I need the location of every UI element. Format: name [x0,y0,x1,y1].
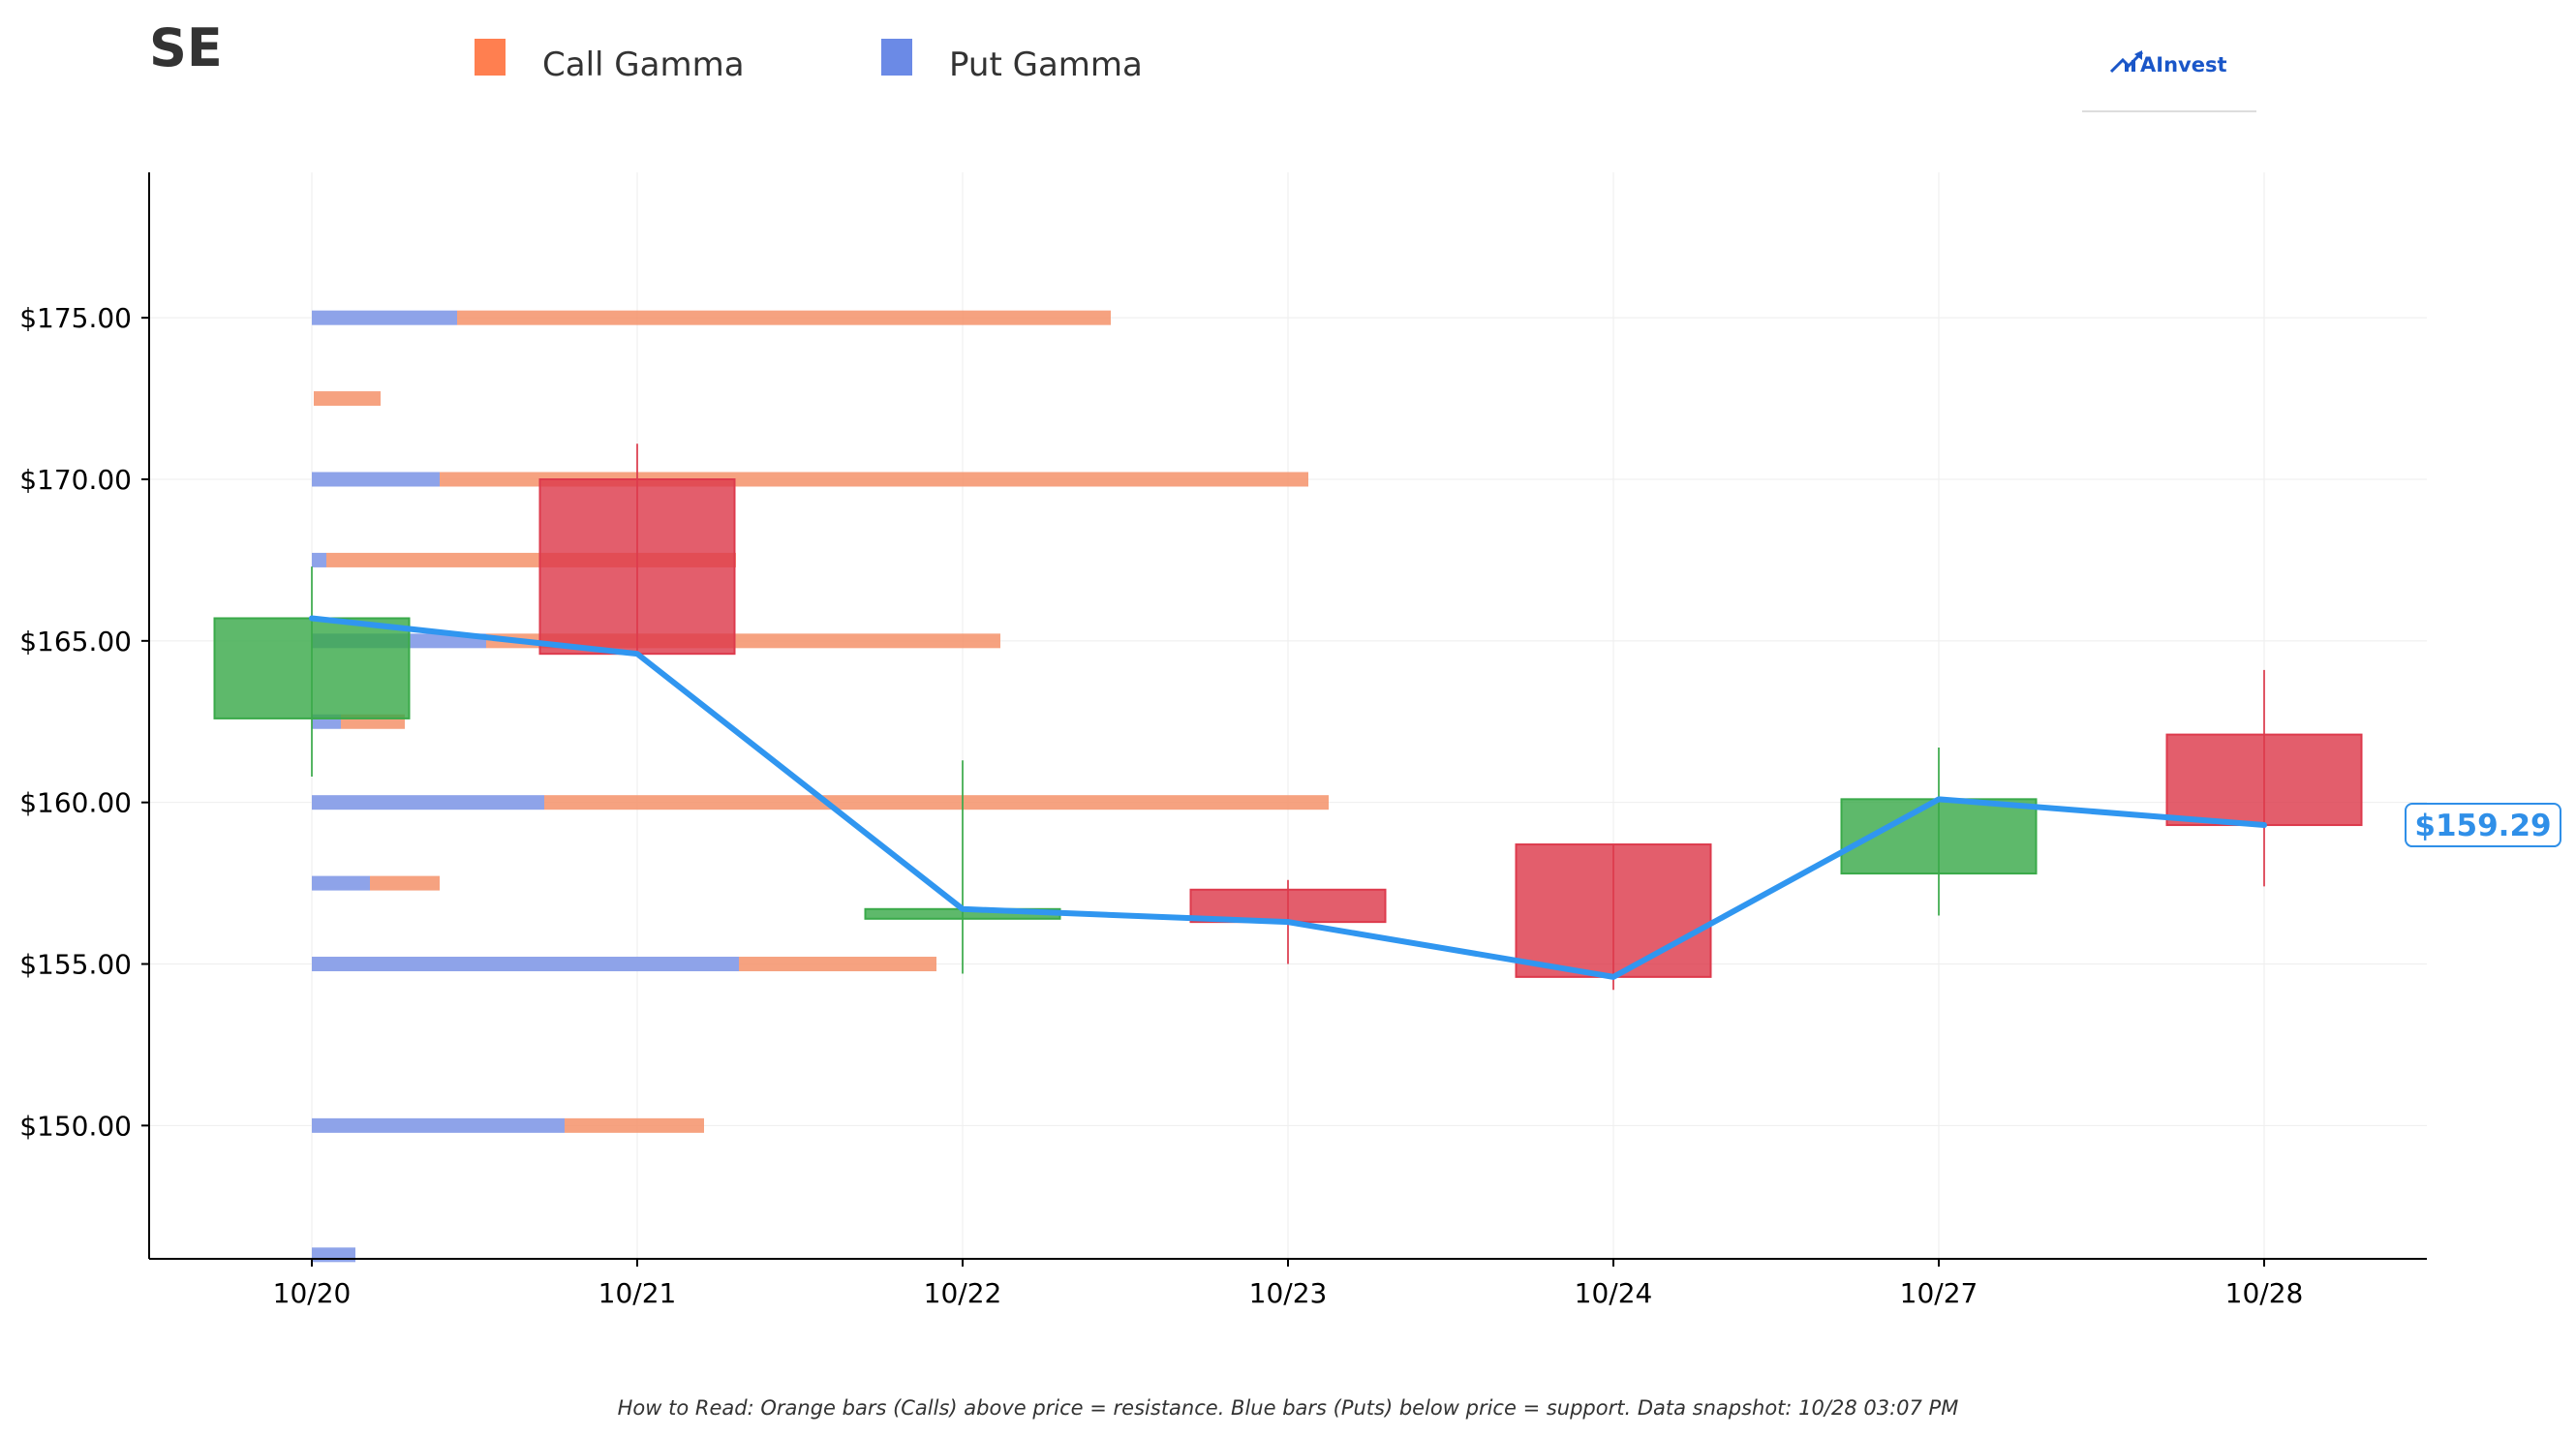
x-axis-ticks: 10/20 10/21 10/22 10/23 10/24 10/27 10/28 [273,1259,2304,1309]
current-price-box [2405,803,2561,848]
logo-text: AInvest [2140,53,2227,76]
call-gamma-bar [565,1117,704,1133]
x-tick-label: 10/21 [598,1277,677,1309]
y-tick-label: $165.00 [19,626,132,657]
candle-up [213,617,411,719]
put-gamma-bar [312,1247,355,1263]
call-gamma-bar [544,795,1329,810]
ticker-title: SE [149,17,223,78]
legend-call-swatch [475,39,506,76]
x-tick-label: 10/23 [1249,1277,1328,1309]
price-line-layer [309,615,2267,980]
put-gamma-bar [312,310,457,325]
put-gamma-bar [312,957,739,972]
grid-lines [149,172,2427,1259]
current-price-label: $159.29 [2414,809,2551,843]
x-tick-label: 10/20 [273,1277,352,1309]
legend-call-label: Call Gamma [542,46,745,84]
call-gamma-bar [370,875,440,891]
chart-arrow-icon [2109,50,2144,74]
put-gamma-bar [312,795,544,810]
y-tick-label: $150.00 [19,1110,132,1142]
x-tick-label: 10/27 [1900,1277,1978,1309]
x-tick-label: 10/22 [924,1277,1002,1309]
candle-down [2165,733,2363,827]
call-gamma-bar [739,957,936,972]
gamma-bars [312,310,1329,1263]
call-gamma-bar [457,310,1111,325]
candle-down [538,477,736,656]
put-gamma-bar [312,875,370,891]
x-tick-label: 10/24 [1575,1277,1653,1309]
y-tick-label: $175.00 [19,302,132,334]
footnote: How to Read: Orange bars (Calls) above p… [618,1396,1959,1420]
call-gamma-bar [314,391,381,407]
ainvest-logo: AInvest [2082,50,2256,112]
y-tick-label: $160.00 [19,787,132,819]
x-tick-label: 10/28 [2225,1277,2304,1309]
legend-put-label: Put Gamma [949,46,1143,84]
candle-down [1515,843,1712,978]
y-tick-label: $155.00 [19,949,132,981]
put-gamma-bar [312,472,440,487]
current-price-tag: $159.29 [2405,803,2561,848]
price-line [309,615,2267,980]
y-tick-label: $170.00 [19,464,132,496]
legend-put-swatch [881,39,912,76]
put-gamma-bar [312,1117,565,1133]
put-gamma-bar [312,552,326,567]
legend: Call Gamma Put Gamma [475,39,1143,84]
y-axis-ticks: $150.00 $155.00 $160.00 $165.00 $170.00 $175.… [19,302,149,1142]
